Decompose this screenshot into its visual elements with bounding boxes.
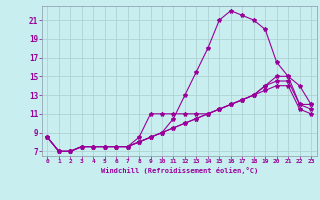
X-axis label: Windchill (Refroidissement éolien,°C): Windchill (Refroidissement éolien,°C) [100, 167, 258, 174]
